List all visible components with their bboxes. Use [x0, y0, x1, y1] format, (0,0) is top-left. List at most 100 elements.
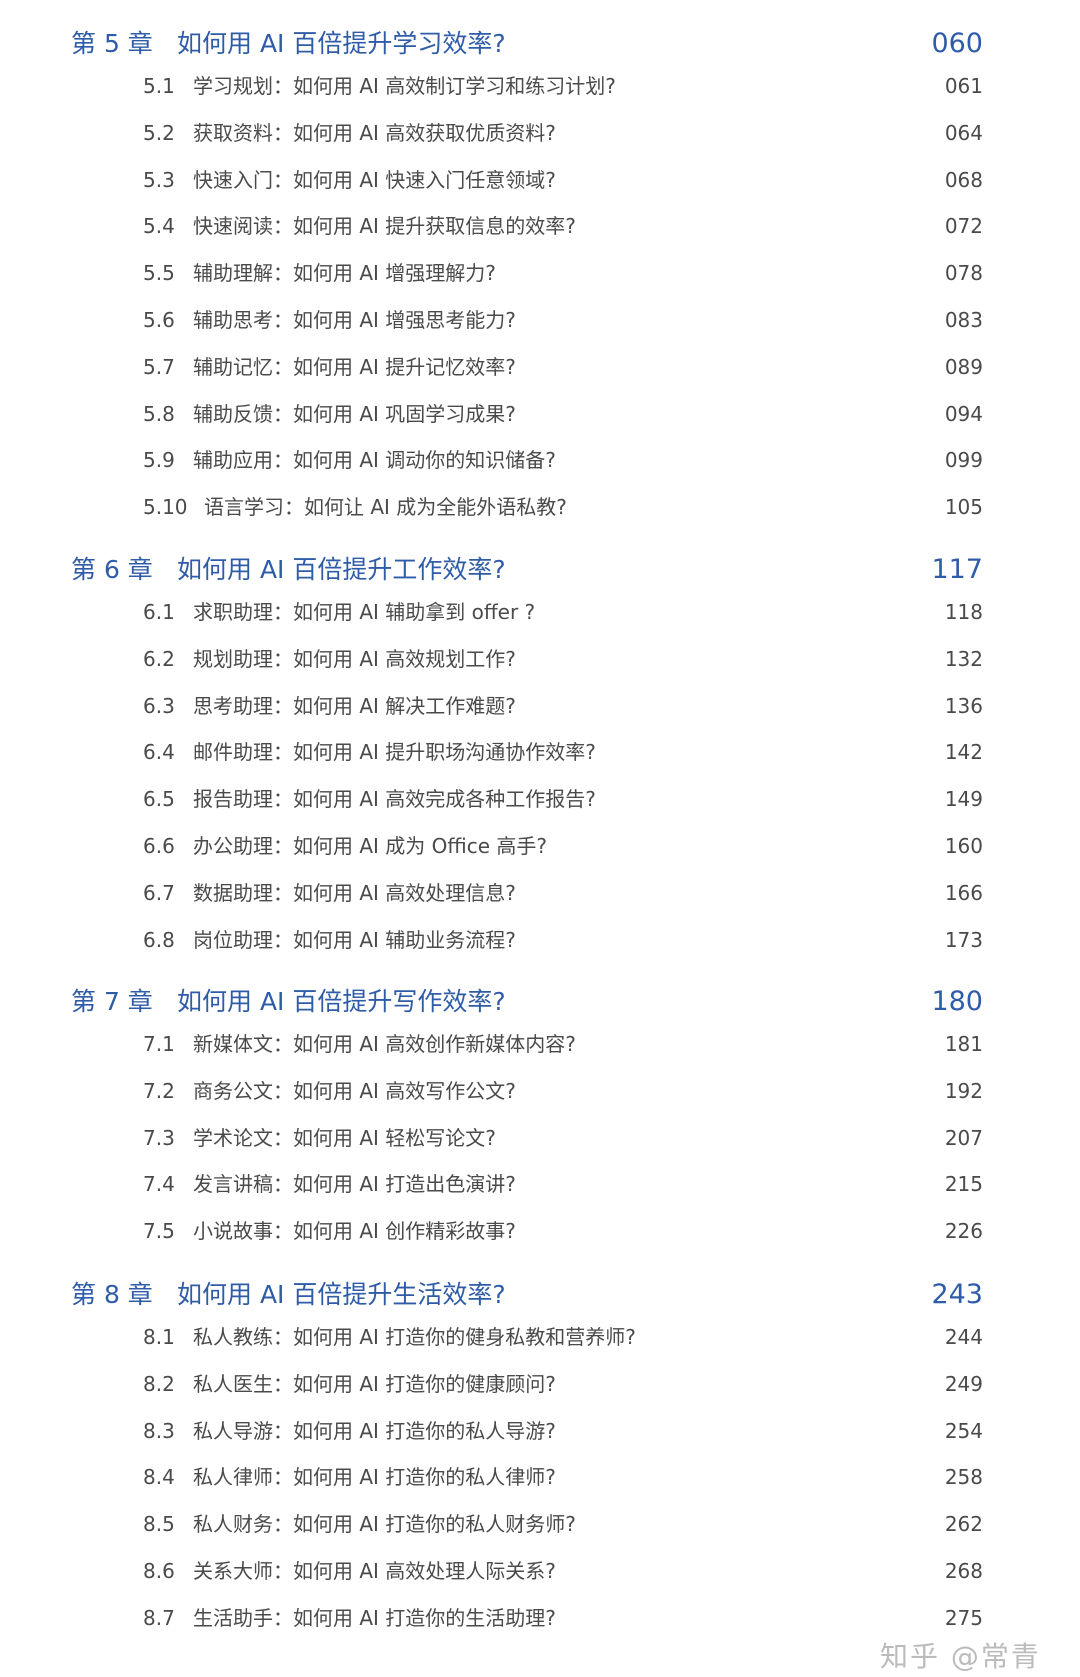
- section-num: 7.2: [143, 1078, 175, 1103]
- section-num: 5.10: [143, 495, 188, 520]
- chapter-num: 第 7 章: [71, 987, 153, 1016]
- section-entry: 8.7 生活助手：如何用 AI 打造你的生活助理? 275: [0, 1603, 1080, 1633]
- section-entry: 6.3 思考助理：如何用 AI 解决工作难题? 136: [0, 691, 1080, 721]
- section-page: 083: [944, 308, 983, 332]
- section-entry: 5.7 辅助记忆：如何用 AI 提升记忆效率? 089: [0, 352, 1080, 382]
- section-page: 160: [944, 834, 983, 858]
- section-title: 小说故事：如何用 AI 创作精彩故事?: [193, 1219, 516, 1244]
- chapter-num: 第 6 章: [71, 555, 153, 584]
- section-page: 118: [944, 600, 983, 624]
- chapter-heading: 第 7 章如何用 AI 百倍提升写作效率? 180: [0, 985, 1080, 1019]
- section-page: 078: [944, 261, 983, 286]
- section-num: 6.8: [143, 927, 175, 952]
- section-num: 8.4: [143, 1465, 175, 1490]
- section-title: 生活助手：如何用 AI 打造你的生活助理?: [193, 1605, 556, 1630]
- chapter-heading: 第 5 章如何用 AI 百倍提升学习效率? 060: [0, 27, 1080, 61]
- section-page: 244: [944, 1325, 983, 1349]
- section-num: 5.6: [143, 308, 175, 332]
- section-title: 辅助应用：如何用 AI 调动你的知识储备?: [193, 448, 556, 473]
- section-title: 思考助理：如何用 AI 解决工作难题?: [193, 693, 516, 718]
- section-entry: 6.8 岗位助理：如何用 AI 辅助业务流程? 173: [0, 925, 1080, 955]
- section-title: 发言讲稿：如何用 AI 打造出色演讲?: [193, 1172, 516, 1197]
- section-page: 192: [944, 1078, 983, 1103]
- section-entry: 7.5 小说故事：如何用 AI 创作精彩故事? 226: [0, 1216, 1080, 1246]
- section-entry: 6.7 数据助理：如何用 AI 高效处理信息? 166: [0, 878, 1080, 908]
- section-page: 258: [944, 1465, 983, 1490]
- section-page: 268: [944, 1559, 983, 1583]
- section-entry: 7.4 发言讲稿：如何用 AI 打造出色演讲? 215: [0, 1169, 1080, 1199]
- section-num: 6.6: [143, 834, 175, 858]
- section-title: 辅助思考：如何用 AI 增强思考能力?: [193, 308, 516, 332]
- section-entry: 5.3 快速入门：如何用 AI 快速入门任意领域? 068: [0, 165, 1080, 195]
- section-title: 辅助反馈：如何用 AI 巩固学习成果?: [193, 401, 516, 426]
- section-num: 7.5: [143, 1219, 175, 1244]
- section-title: 获取资料：如何用 AI 高效获取优质资料?: [193, 120, 556, 145]
- section-title: 报告助理：如何用 AI 高效完成各种工作报告?: [193, 787, 596, 812]
- section-title: 辅助记忆：如何用 AI 提升记忆效率?: [193, 354, 516, 379]
- section-num: 8.5: [143, 1512, 175, 1537]
- chapter-title: 如何用 AI 百倍提升学习效率?: [177, 29, 506, 58]
- section-entry: 6.4 邮件助理：如何用 AI 提升职场沟通协作效率? 142: [0, 737, 1080, 767]
- section-title: 语言学习：如何让 AI 成为全能外语私教?: [204, 495, 567, 520]
- section-page: 105: [944, 495, 983, 520]
- section-entry: 5.1 学习规划：如何用 AI 高效制订学习和练习计划? 061: [0, 71, 1080, 101]
- chapter-page: 180: [931, 986, 983, 1017]
- section-title: 学术论文：如何用 AI 轻松写论文?: [193, 1125, 496, 1150]
- section-entry: 6.1 求职助理：如何用 AI 辅助拿到 offer ? 118: [0, 597, 1080, 627]
- section-page: 099: [944, 448, 983, 473]
- section-title: 商务公文：如何用 AI 高效写作公文?: [193, 1078, 516, 1103]
- section-page: 262: [944, 1512, 983, 1537]
- section-entry: 6.5 报告助理：如何用 AI 高效完成各种工作报告? 149: [0, 784, 1080, 814]
- section-page: 207: [944, 1125, 983, 1150]
- section-title: 学习规划：如何用 AI 高效制订学习和练习计划?: [193, 74, 616, 98]
- section-title: 私人财务：如何用 AI 打造你的私人财务师?: [193, 1512, 576, 1537]
- chapter-title: 如何用 AI 百倍提升工作效率?: [177, 555, 506, 584]
- section-title: 关系大师：如何用 AI 高效处理人际关系?: [193, 1559, 556, 1583]
- section-num: 5.9: [143, 448, 175, 473]
- section-title: 岗位助理：如何用 AI 辅助业务流程?: [193, 927, 516, 952]
- section-num: 6.1: [143, 600, 175, 624]
- section-entry: 5.4 快速阅读：如何用 AI 提升获取信息的效率? 072: [0, 211, 1080, 241]
- section-title: 辅助理解：如何用 AI 增强理解力?: [193, 261, 496, 286]
- section-entry: 8.6 关系大师：如何用 AI 高效处理人际关系? 268: [0, 1556, 1080, 1586]
- section-page: 142: [944, 740, 983, 765]
- section-entry: 7.2 商务公文：如何用 AI 高效写作公文? 192: [0, 1076, 1080, 1106]
- section-num: 8.7: [143, 1605, 175, 1630]
- section-entry: 6.6 办公助理：如何用 AI 成为 Office 高手? 160: [0, 831, 1080, 861]
- chapter-num: 第 8 章: [71, 1280, 153, 1309]
- chapter-title: 如何用 AI 百倍提升生活效率?: [177, 1280, 506, 1309]
- section-entry: 5.5 辅助理解：如何用 AI 增强理解力? 078: [0, 258, 1080, 288]
- section-page: 064: [944, 120, 983, 145]
- section-num: 8.1: [143, 1325, 175, 1349]
- section-page: 089: [944, 354, 983, 379]
- section-title: 私人律师：如何用 AI 打造你的私人律师?: [193, 1465, 556, 1490]
- section-page: 249: [944, 1371, 983, 1396]
- section-entry: 8.4 私人律师：如何用 AI 打造你的私人律师? 258: [0, 1462, 1080, 1492]
- section-page: 181: [944, 1032, 983, 1056]
- section-page: 132: [944, 646, 983, 671]
- section-num: 7.4: [143, 1172, 175, 1197]
- section-title: 快速入门：如何用 AI 快速入门任意领域?: [193, 167, 556, 192]
- section-num: 7.3: [143, 1125, 175, 1150]
- section-title: 私人医生：如何用 AI 打造你的健康顾问?: [193, 1371, 556, 1396]
- chapter-page: 060: [931, 28, 983, 59]
- section-entry: 5.6 辅助思考：如何用 AI 增强思考能力? 083: [0, 305, 1080, 335]
- section-title: 私人导游：如何用 AI 打造你的私人导游?: [193, 1418, 556, 1443]
- section-num: 5.3: [143, 167, 175, 192]
- section-entry: 5.8 辅助反馈：如何用 AI 巩固学习成果? 094: [0, 399, 1080, 429]
- section-num: 5.8: [143, 401, 175, 426]
- chapter-heading: 第 6 章如何用 AI 百倍提升工作效率? 117: [0, 553, 1080, 587]
- section-page: 275: [944, 1605, 983, 1630]
- section-entry: 7.1 新媒体文：如何用 AI 高效创作新媒体内容? 181: [0, 1029, 1080, 1059]
- section-num: 7.1: [143, 1032, 175, 1056]
- section-page: 173: [944, 927, 983, 952]
- section-num: 6.2: [143, 646, 175, 671]
- section-page: 072: [944, 214, 983, 239]
- section-num: 5.1: [143, 74, 175, 98]
- section-num: 5.2: [143, 120, 175, 145]
- section-title: 新媒体文：如何用 AI 高效创作新媒体内容?: [193, 1032, 576, 1056]
- section-num: 6.4: [143, 740, 175, 765]
- section-num: 8.3: [143, 1418, 175, 1443]
- section-entry: 5.10 语言学习：如何让 AI 成为全能外语私教? 105: [0, 492, 1080, 522]
- section-page: 094: [944, 401, 983, 426]
